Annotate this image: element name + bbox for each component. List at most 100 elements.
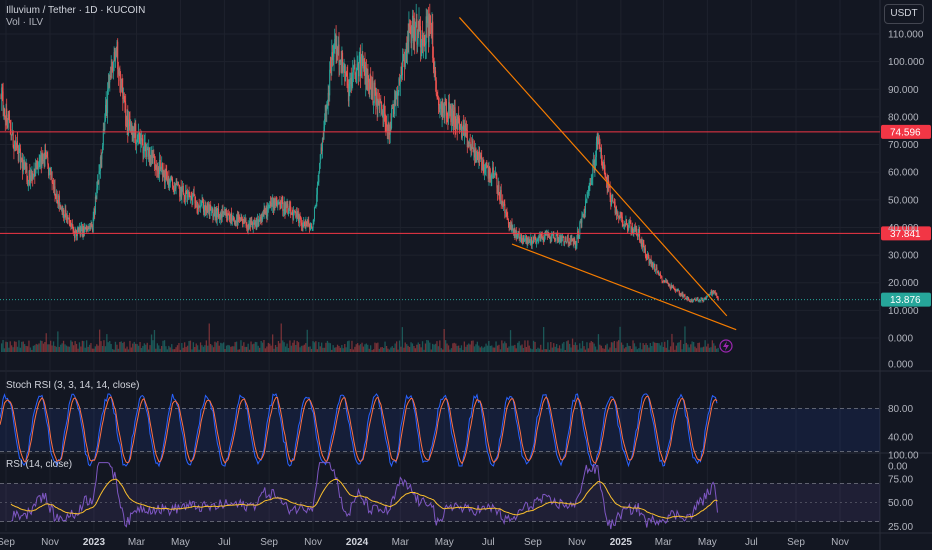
volume-bar [12, 347, 14, 352]
candle-body [35, 163, 37, 177]
volume-bar [651, 346, 653, 352]
candle-body [141, 138, 143, 139]
candle-body [349, 80, 351, 84]
candle-body [116, 41, 118, 56]
candle-body [355, 71, 357, 80]
volume-bar [319, 346, 321, 352]
candle-body [471, 146, 473, 148]
price-axis-label: 70.000 [888, 140, 919, 151]
price-axis-label: 0.000 [888, 360, 913, 371]
candle-body [226, 216, 228, 220]
candle-body [123, 93, 124, 100]
volume-bar [104, 346, 107, 352]
volume-bar [100, 341, 102, 352]
volume-bar [74, 341, 76, 352]
candle-body [611, 200, 612, 206]
candle-body [61, 207, 63, 215]
candle-body [407, 36, 408, 54]
volume-bar [228, 345, 230, 352]
candle-body [311, 227, 313, 229]
volume-bar [671, 333, 673, 352]
candle-body [497, 187, 499, 194]
candle-body [448, 102, 450, 119]
volume-bar [553, 343, 555, 352]
candle-body [706, 297, 708, 299]
volume-bar [704, 340, 706, 352]
candle-body [691, 299, 693, 302]
candle-body [694, 299, 696, 300]
volume-bar [427, 340, 429, 352]
volume-bar [39, 340, 42, 352]
candle-body [688, 299, 690, 302]
candle-body [58, 195, 60, 205]
candle-body [98, 171, 100, 185]
volume-bar [476, 341, 478, 352]
volume-bar [142, 345, 144, 352]
candle-body [383, 106, 385, 114]
candle-body [386, 126, 388, 127]
candle-body [578, 235, 580, 239]
candle-body [479, 155, 481, 158]
candle-body [293, 210, 295, 213]
volume-bar [620, 342, 623, 352]
volume-bar [16, 346, 19, 352]
candle-body [606, 177, 607, 180]
volume-bar [110, 344, 112, 352]
candle-body [233, 217, 235, 221]
candle-body [507, 215, 509, 220]
candle-body [90, 224, 92, 229]
candle-body [162, 170, 164, 175]
volume-bar [482, 347, 484, 352]
candle-body [710, 291, 712, 293]
volume-bar [133, 341, 135, 352]
volume-bar [547, 342, 549, 352]
candle-body [18, 148, 20, 161]
candle-body [151, 150, 153, 164]
candle-body [331, 52, 333, 71]
volume-bar [401, 327, 403, 352]
candle-body [649, 259, 651, 263]
volume-bar [112, 349, 114, 352]
candle-body [109, 75, 111, 83]
candle-body [505, 212, 506, 214]
candle-body [497, 185, 499, 194]
candle-body [569, 239, 571, 244]
time-axis-label: Mar [655, 537, 673, 548]
candle-body [187, 193, 189, 198]
candle-body [393, 107, 395, 114]
candle-body [430, 24, 432, 34]
candle-body [463, 125, 465, 136]
candle-body [666, 281, 668, 283]
candle-body [417, 33, 419, 45]
candle-body [510, 225, 512, 230]
candle-body [645, 256, 647, 258]
symbol-title[interactable]: Illuvium / Tether · 1D · KUCOIN [6, 5, 146, 16]
volume-bar [528, 345, 530, 352]
candle-body [463, 125, 465, 136]
candle-body [402, 60, 403, 76]
time-axis-label: Mar [128, 537, 146, 548]
candle-body [693, 299, 695, 300]
candle-body [276, 202, 278, 206]
candle-body [511, 223, 513, 231]
volume-bar [243, 342, 245, 352]
currency-button[interactable]: USDT [884, 4, 924, 24]
volume-bar [643, 345, 646, 352]
volume-bar [168, 345, 170, 352]
candle-body [532, 237, 534, 243]
candle-body [506, 213, 508, 216]
candle-body [712, 290, 714, 293]
candle-body [703, 299, 705, 302]
candle-body [629, 220, 630, 223]
volume-bar [136, 344, 138, 352]
candle-body [48, 168, 50, 176]
candle-body [584, 209, 586, 213]
time-axis-label: May [171, 537, 190, 548]
volume-bar [172, 349, 174, 352]
candle-body [572, 239, 574, 241]
candle-body [339, 62, 341, 65]
volume-bar [374, 342, 376, 352]
candle-body [271, 202, 273, 207]
candle-body [388, 123, 390, 131]
